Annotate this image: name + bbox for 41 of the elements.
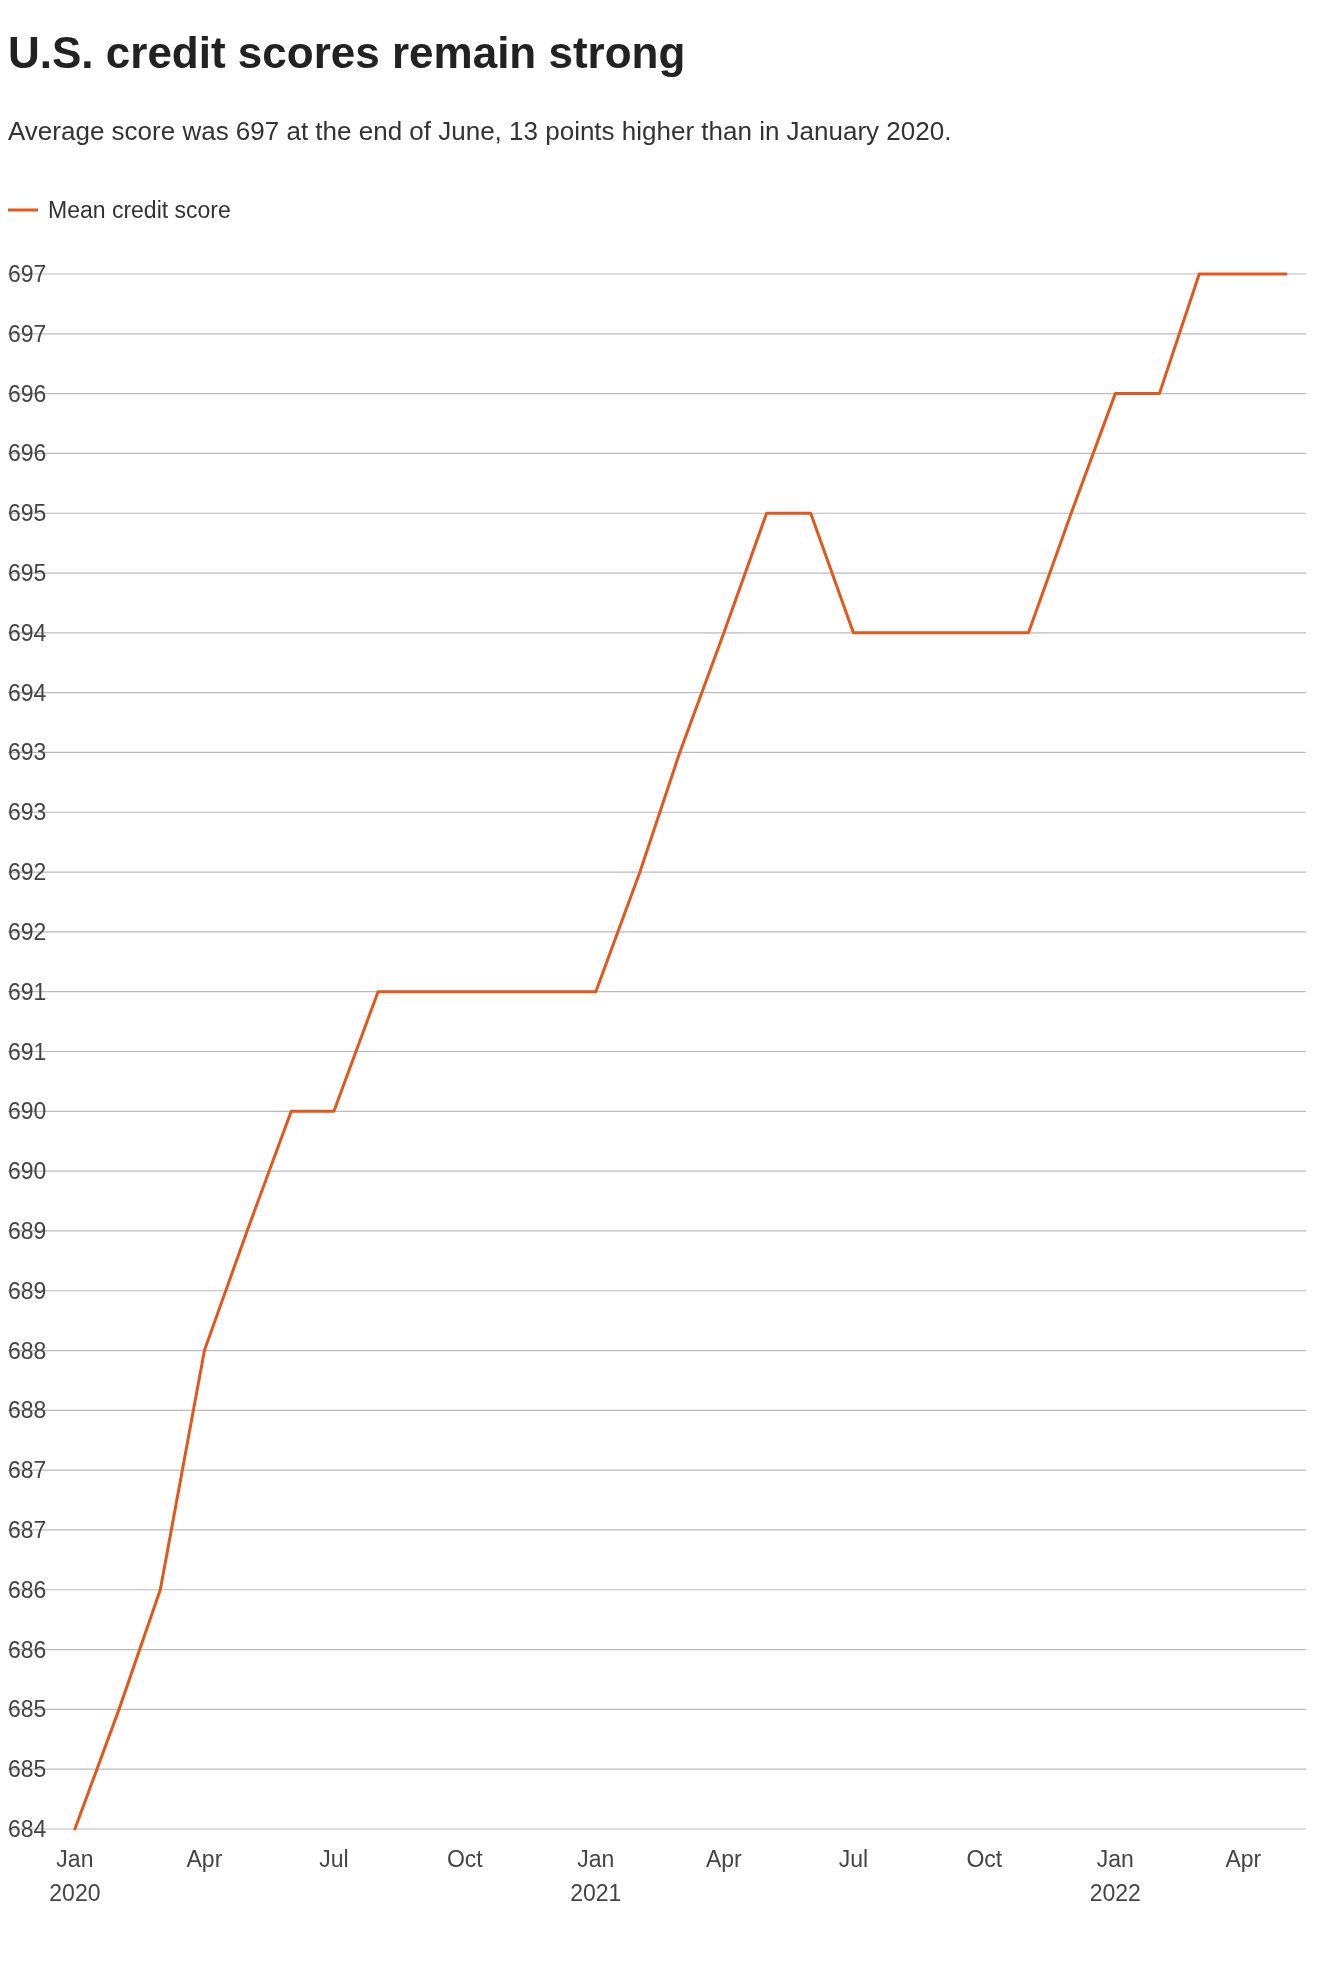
line-series [73,272,1288,1831]
y-tick-label: 696 [8,440,47,467]
legend-label: Mean credit score [48,197,231,223]
y-tick-label: 693 [8,799,47,826]
y-tick-label: 689 [8,1217,47,1244]
x-tick-label: Oct [966,1846,1003,1872]
y-tick-label: 693 [8,739,47,766]
y-tick-label: 689 [8,1277,47,1304]
y-tick-label: 692 [8,859,47,886]
y-tick-label: 694 [8,619,47,646]
y-tick-label: 688 [8,1337,47,1364]
y-tick-label: 697 [8,261,47,287]
x-tick-label: Jan 2022 [1089,1846,1141,1906]
y-tick-label: 695 [8,500,47,527]
y-tick-label: 695 [8,560,47,587]
chart-title: U.S. credit scores remain strong [8,28,686,77]
x-tick-label: Jan 2020 [49,1846,101,1906]
x-tick-label: Jul [319,1846,349,1872]
y-tick-label: 686 [8,1636,47,1663]
y-tick-label: 685 [8,1696,47,1723]
y-tick-label: 685 [8,1756,47,1783]
y-tick-label: 687 [8,1457,47,1484]
y-tick-label: 684 [8,1816,47,1842]
y-tick-label: 686 [8,1576,47,1603]
y-tick-label: 692 [8,918,47,945]
y-tick-label: 690 [8,1158,47,1185]
x-tick-label: Apr [705,1846,743,1872]
y-tick-label: 694 [8,679,47,706]
chart-subtitle: Average score was 697 at the end of June, 13 points higher than in January 2020. [8,116,952,146]
y-tick-label: 688 [8,1397,47,1424]
x-tick-label: Apr [186,1846,223,1872]
x-tick-label: Jul [838,1846,869,1872]
y-tick-label: 691 [8,978,47,1005]
y-tick-label: 697 [8,320,47,347]
y-tick-label: 691 [8,1038,47,1065]
y-tick-label: 690 [8,1098,47,1125]
x-tick-label: Oct [446,1846,484,1872]
x-tick-label: Jan 2021 [570,1846,622,1906]
y-tick-label: 696 [8,380,47,407]
x-tick-label: Apr [1225,1846,1262,1872]
y-tick-label: 687 [8,1516,47,1543]
